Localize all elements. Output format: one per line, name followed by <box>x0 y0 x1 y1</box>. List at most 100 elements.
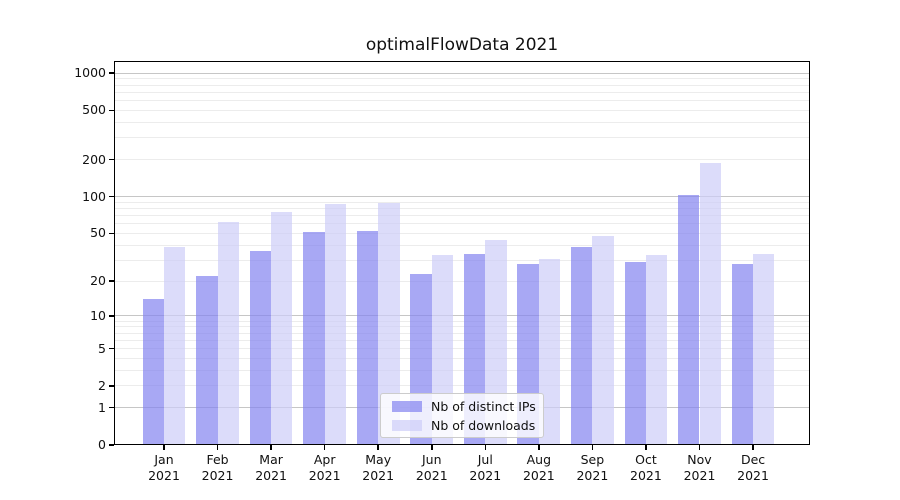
plot-area <box>114 61 810 445</box>
bar-downloads-mar <box>271 211 293 445</box>
minor-gridline <box>114 232 810 234</box>
x-tick <box>645 445 647 450</box>
minor-gridline <box>114 84 810 86</box>
x-tick <box>591 445 594 450</box>
legend-item: Nb of distinct IPs <box>390 398 536 414</box>
bar-downloads-may <box>378 203 400 445</box>
y-tick <box>109 195 114 198</box>
x-tick-label: Apr 2021 <box>308 452 341 483</box>
bar-downloads-oct <box>645 255 668 445</box>
legend-item: Nb of downloads <box>390 417 536 433</box>
y-tick-label: 10 <box>90 307 106 323</box>
minor-gridline <box>114 385 810 387</box>
y-tick <box>109 158 114 161</box>
y-tick-label: 20 <box>90 273 106 289</box>
y-tick <box>109 347 114 350</box>
bar-downloads-jan <box>164 246 186 445</box>
y-tick <box>109 109 114 112</box>
bar-downloads-feb <box>217 222 239 445</box>
bar-distinct-ips-jan <box>142 299 164 445</box>
legend-swatch <box>392 400 422 412</box>
bar-distinct-ips-sep <box>571 246 593 445</box>
y-tick <box>109 315 114 317</box>
y-tick <box>109 444 114 446</box>
x-tick-label: Dec 2021 <box>737 452 769 483</box>
minor-gridline <box>114 159 810 161</box>
y-tick-label: 100 <box>82 188 106 204</box>
major-gridline <box>114 72 810 74</box>
bar-downloads-dec <box>753 253 775 445</box>
bar-distinct-ips-feb <box>196 276 218 445</box>
x-tick <box>163 445 165 450</box>
bar-distinct-ips-dec <box>731 263 754 445</box>
y-tick <box>109 385 114 387</box>
x-tick-label: Sep 2021 <box>576 452 609 483</box>
x-tick <box>216 445 219 450</box>
legend: Nb of distinct IPs Nb of downloads <box>380 393 544 438</box>
y-tick-label: 50 <box>90 225 106 241</box>
minor-gridline <box>114 137 810 139</box>
bar-distinct-ips-nov <box>678 194 700 445</box>
bar-downloads-sep <box>592 235 614 445</box>
y-tick-label: 500 <box>82 102 106 118</box>
legend-label: Nb of downloads <box>431 417 536 433</box>
minor-gridline <box>114 109 810 111</box>
x-tick-label: Jul 2021 <box>469 452 502 483</box>
y-tick <box>109 280 114 282</box>
minor-gridline <box>114 326 810 328</box>
bar-downloads-aug <box>538 258 561 445</box>
y-tick-label: 0 <box>98 437 106 452</box>
major-gridline <box>114 196 810 198</box>
minor-gridline <box>114 244 810 246</box>
x-tick <box>431 445 433 450</box>
bar-distinct-ips-apr <box>303 232 325 445</box>
bar-distinct-ips-mar <box>249 250 272 445</box>
x-tick <box>752 445 754 450</box>
bar-downloads-apr <box>324 204 347 445</box>
minor-gridline <box>114 339 810 341</box>
bar-downloads-nov <box>699 162 721 445</box>
y-tick-label: 5 <box>98 340 106 356</box>
x-tick <box>698 445 701 450</box>
y-tick <box>109 406 114 409</box>
minor-gridline <box>114 369 810 371</box>
x-tick-label: May 2021 <box>362 452 395 483</box>
bar-distinct-ips-oct <box>624 262 646 445</box>
minor-gridline <box>114 280 810 282</box>
x-tick <box>484 445 487 450</box>
minor-gridline <box>114 208 810 210</box>
x-tick <box>323 445 326 450</box>
y-tick <box>109 232 114 235</box>
y-tick-label: 1000 <box>74 65 106 81</box>
minor-gridline <box>114 100 810 102</box>
minor-gridline <box>114 201 810 203</box>
legend-swatch <box>392 419 422 431</box>
minor-gridline <box>114 357 810 359</box>
minor-gridline <box>114 215 810 217</box>
minor-gridline <box>114 320 810 322</box>
minor-gridline <box>114 332 810 334</box>
y-tick <box>109 72 114 74</box>
minor-gridline <box>114 348 810 350</box>
x-tick-label: Jun 2021 <box>415 452 448 483</box>
x-tick <box>270 445 272 450</box>
minor-gridline <box>114 91 810 93</box>
minor-gridline <box>114 259 810 261</box>
chart-title: optimalFlowData 2021 <box>365 35 559 55</box>
y-tick-label: 1 <box>98 399 106 415</box>
x-tick <box>377 445 379 450</box>
legend-label: Nb of distinct IPs <box>431 398 536 414</box>
x-tick-label: Oct 2021 <box>630 452 662 483</box>
x-tick-label: Mar 2021 <box>255 452 287 483</box>
x-tick-label: Jan 2021 <box>148 452 180 483</box>
x-tick-label: Feb 2021 <box>201 452 234 483</box>
x-tick <box>538 445 540 450</box>
bar-distinct-ips-may <box>356 231 379 445</box>
minor-gridline <box>114 223 810 225</box>
y-tick-label: 2 <box>98 377 106 393</box>
minor-gridline <box>114 78 810 80</box>
x-tick-label: Aug 2021 <box>522 452 555 483</box>
major-gridline <box>114 315 810 317</box>
minor-gridline <box>114 121 810 123</box>
